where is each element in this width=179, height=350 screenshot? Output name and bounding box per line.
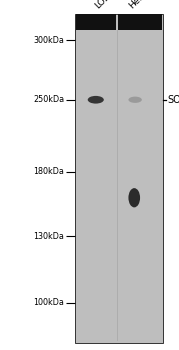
Ellipse shape [129,188,140,207]
Text: SON: SON [167,95,179,105]
Text: 100kDa: 100kDa [34,298,64,307]
Text: 130kDa: 130kDa [34,232,64,241]
Ellipse shape [88,96,104,104]
Text: HeLa: HeLa [127,0,149,10]
Bar [76,14,116,30]
Text: 180kDa: 180kDa [34,167,64,176]
Bar [118,14,162,30]
Text: LO2: LO2 [93,0,112,10]
Text: 300kDa: 300kDa [34,36,64,45]
Bar [75,14,163,343]
Text: 250kDa: 250kDa [33,95,64,104]
Ellipse shape [129,97,142,103]
